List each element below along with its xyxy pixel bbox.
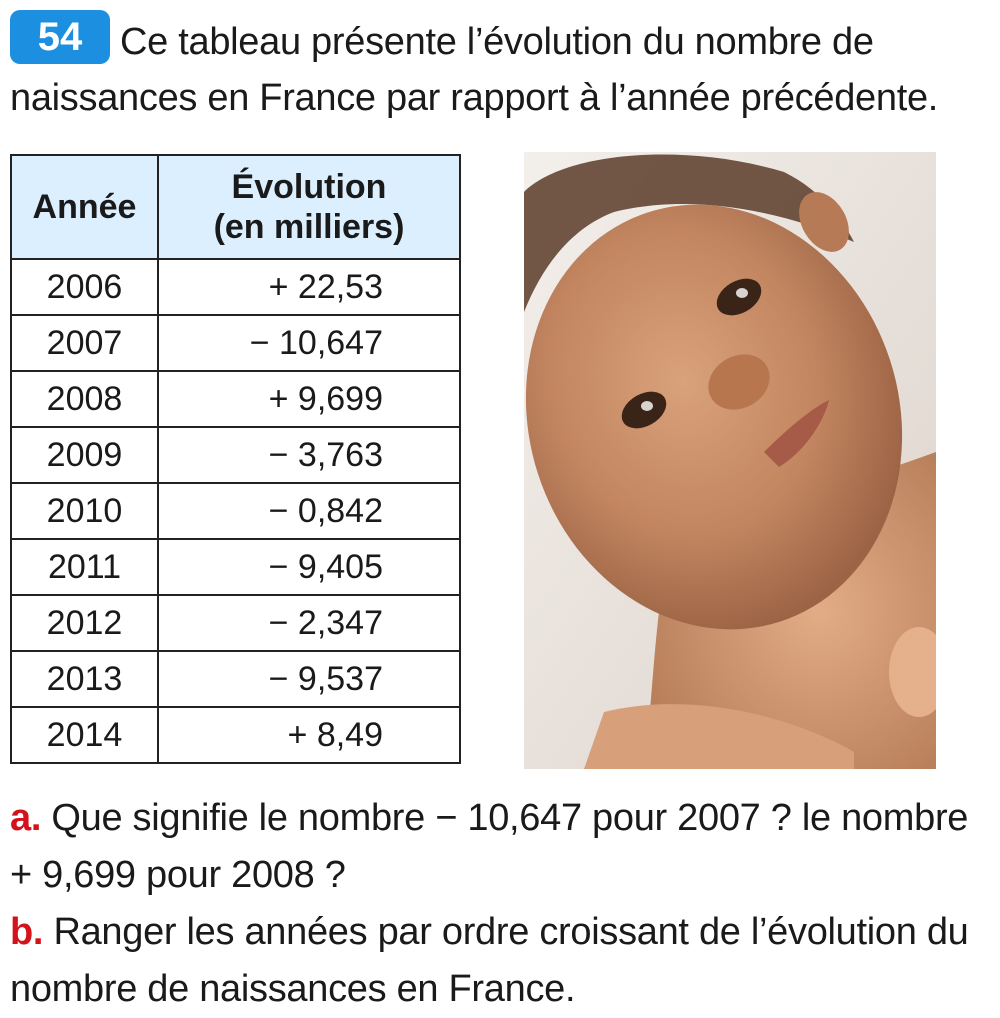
- header-evolution: Évolution (en milliers): [157, 154, 461, 260]
- header-evolution-title: Évolution: [231, 168, 387, 206]
- value-cell: − 9,405: [157, 538, 461, 596]
- header-evolution-unit: (en milliers): [213, 208, 405, 246]
- table-row: 2010− 0,842: [10, 482, 461, 540]
- questions-block: a. Que signifie le nombre − 10,647 pour …: [10, 790, 1000, 1018]
- header-year: Année: [10, 154, 159, 260]
- question-a: a. Que signifie le nombre − 10,647 pour …: [10, 790, 1000, 904]
- baby-photo: [524, 152, 936, 769]
- baby-illustration: [524, 152, 936, 769]
- table-row: 2009− 3,763: [10, 426, 461, 484]
- question-b-letter: b.: [10, 911, 44, 953]
- year-cell: 2010: [10, 482, 159, 540]
- year-cell: 2006: [10, 258, 159, 316]
- year-cell: 2009: [10, 426, 159, 484]
- year-cell: 2011: [10, 538, 159, 596]
- exercise-number-badge: 54: [10, 10, 110, 64]
- question-b: b. Ranger les années par ordre croissant…: [10, 904, 1000, 1018]
- value-cell: − 9,537: [157, 650, 461, 708]
- year-cell: 2007: [10, 314, 159, 372]
- question-a-text: Que signifie le nombre − 10,647 pour 200…: [10, 797, 969, 896]
- table-header-row: Année Évolution (en milliers): [10, 154, 461, 260]
- table-row: 2006 + 22,53: [10, 258, 461, 316]
- year-cell: 2014: [10, 706, 159, 764]
- table-row: 2014 + 8,49: [10, 706, 461, 764]
- value-cell: − 0,842: [157, 482, 461, 540]
- value-cell: + 9,699: [157, 370, 461, 428]
- year-cell: 2012: [10, 594, 159, 652]
- value-cell: + 8,49: [157, 706, 461, 764]
- value-cell: − 10,647: [157, 314, 461, 372]
- year-cell: 2013: [10, 650, 159, 708]
- question-a-letter: a.: [10, 797, 42, 839]
- question-b-text: Ranger les années par ordre croissant de…: [10, 911, 969, 1010]
- table-row: 2012− 2,347: [10, 594, 461, 652]
- exercise-intro: Ce tableau présente l’évolution du nombr…: [10, 21, 939, 119]
- births-table: Année Évolution (en milliers) 2006 + 22,5…: [10, 154, 461, 764]
- value-cell: − 2,347: [157, 594, 461, 652]
- year-cell: 2008: [10, 370, 159, 428]
- table-row: 2008 + 9,699: [10, 370, 461, 428]
- table-row: 2013− 9,537: [10, 650, 461, 708]
- table-row: 2011− 9,405: [10, 538, 461, 596]
- value-cell: + 22,53: [157, 258, 461, 316]
- value-cell: − 3,763: [157, 426, 461, 484]
- table-row: 2007− 10,647: [10, 314, 461, 372]
